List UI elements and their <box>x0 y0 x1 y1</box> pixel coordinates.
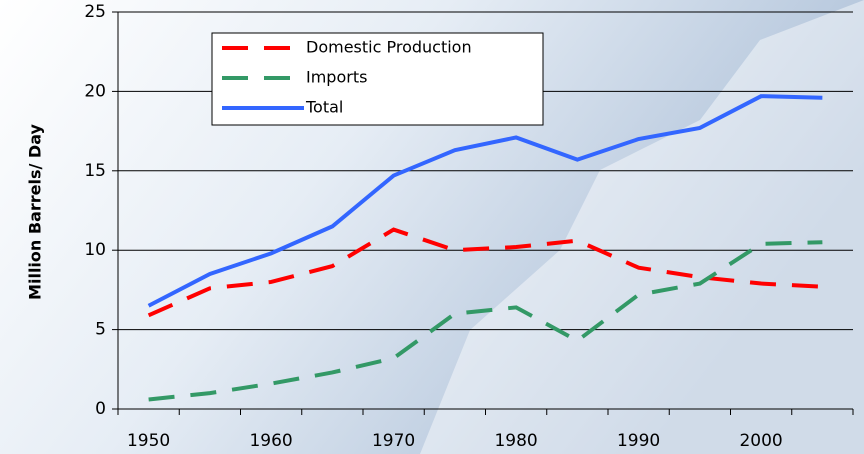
y-axis-label: Million Barrels/ Day <box>26 123 45 299</box>
legend-text: Domestic Production <box>306 38 472 57</box>
y-tick-label: 10 <box>84 240 106 260</box>
x-tick-label: 2000 <box>739 431 782 451</box>
x-tick-label: 1990 <box>617 431 660 451</box>
y-tick-label: 15 <box>84 161 106 181</box>
map-shape <box>420 0 864 454</box>
x-tick-label: 1970 <box>372 431 415 451</box>
x-tick-label: 1960 <box>249 431 292 451</box>
line-series <box>148 240 823 402</box>
x-tick-label: 1980 <box>494 431 537 451</box>
x-tick-label: 1950 <box>127 431 170 451</box>
line-series <box>147 94 823 308</box>
legend-text: Total <box>305 98 343 117</box>
y-tick-label: 25 <box>84 2 106 22</box>
y-tick-label: 20 <box>84 81 106 101</box>
y-tick-label: 0 <box>95 399 106 419</box>
legend-text: Imports <box>306 68 367 87</box>
y-tick-label: 5 <box>95 320 106 340</box>
